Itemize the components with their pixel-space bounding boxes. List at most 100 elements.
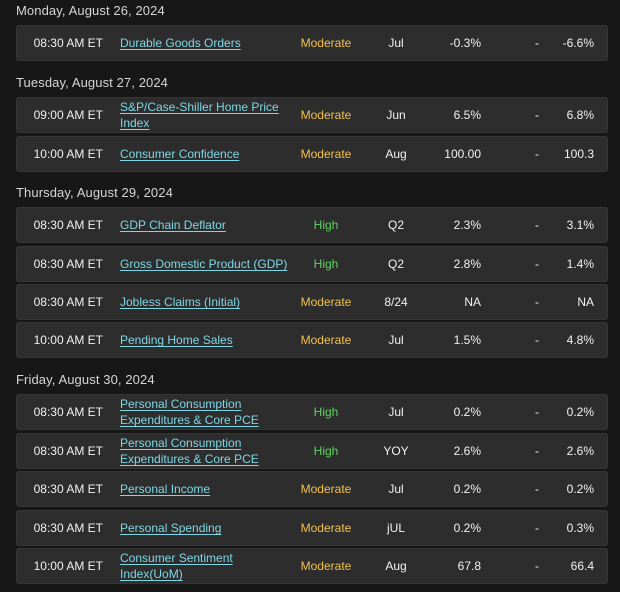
event-actual: 2.3% — [453, 218, 481, 232]
event-forecast: - — [535, 36, 539, 50]
importance-badge: High — [313, 257, 339, 271]
event-time: 10:00 AM ET — [33, 559, 103, 573]
importance-badge: High — [313, 218, 339, 232]
event-time: 08:30 AM ET — [33, 405, 103, 419]
event-actual: 2.8% — [453, 257, 481, 271]
event-period: 8/24 — [384, 295, 408, 309]
event-actual: -0.3% — [449, 36, 481, 50]
event-row: 08:30 AM ET Personal Consumption Expendi… — [16, 394, 608, 430]
event-row: 09:00 AM ET S&P/Case-Shiller Home Price … — [16, 97, 608, 133]
event-time: 10:00 AM ET — [33, 333, 103, 347]
importance-badge: Moderate — [300, 108, 352, 122]
event-period: YOY — [383, 444, 409, 458]
day-header-monday: Monday, August 26, 2024 — [16, 3, 165, 18]
event-forecast: - — [535, 218, 539, 232]
event-previous: 100.3 — [563, 147, 594, 161]
event-actual: NA — [464, 295, 481, 309]
importance-badge: Moderate — [300, 295, 352, 309]
event-previous: 0.2% — [566, 482, 594, 496]
event-actual: 6.5% — [453, 108, 481, 122]
event-time: 08:30 AM ET — [33, 444, 103, 458]
event-row: 08:30 AM ET Jobless Claims (Initial) Mod… — [16, 284, 608, 320]
event-previous: -6.6% — [562, 36, 594, 50]
day-header-friday: Friday, August 30, 2024 — [16, 372, 155, 387]
event-link[interactable]: Consumer Sentiment Index(UoM) — [120, 551, 233, 581]
event-forecast: - — [535, 405, 539, 419]
importance-badge: Moderate — [300, 36, 352, 50]
event-period: Jun — [386, 108, 406, 122]
event-time: 09:00 AM ET — [33, 108, 103, 122]
event-period: jUL — [386, 521, 405, 535]
event-row: 08:30 AM ET Personal Income Moderate Jul… — [16, 471, 608, 507]
importance-badge: Moderate — [300, 482, 352, 496]
importance-badge: Moderate — [300, 333, 352, 347]
event-link[interactable]: Durable Goods Orders — [120, 36, 241, 50]
event-previous: 4.8% — [566, 333, 594, 347]
event-row: 08:30 AM ET Gross Domestic Product (GDP)… — [16, 246, 608, 282]
event-time: 08:30 AM ET — [33, 521, 103, 535]
event-previous: 1.4% — [566, 257, 594, 271]
event-link[interactable]: Gross Domestic Product (GDP) — [120, 257, 288, 271]
event-time: 08:30 AM ET — [33, 218, 103, 232]
event-row: 10:00 AM ET Consumer Sentiment Index(UoM… — [16, 548, 608, 584]
event-link[interactable]: Pending Home Sales — [120, 333, 233, 347]
event-row: 10:00 AM ET Consumer Confidence Moderate… — [16, 136, 608, 172]
event-forecast: - — [535, 295, 539, 309]
event-row: 10:00 AM ET Pending Home Sales Moderate … — [16, 322, 608, 358]
event-link[interactable]: S&P/Case-Shiller Home Price Index — [120, 100, 279, 130]
event-period: Q2 — [387, 257, 404, 271]
event-period: Aug — [385, 147, 407, 161]
event-actual: 2.6% — [453, 444, 481, 458]
event-time: 08:30 AM ET — [33, 36, 103, 50]
event-link[interactable]: Consumer Confidence — [120, 147, 240, 161]
event-row: 08:30 AM ET Personal Spending Moderate j… — [16, 510, 608, 546]
event-forecast: - — [535, 333, 539, 347]
event-previous: NA — [577, 295, 594, 309]
importance-badge: Moderate — [300, 521, 352, 535]
event-forecast: - — [535, 559, 539, 573]
event-forecast: - — [535, 521, 539, 535]
event-link[interactable]: GDP Chain Deflator — [120, 218, 226, 232]
event-period: Jul — [388, 333, 404, 347]
event-time: 08:30 AM ET — [33, 295, 103, 309]
event-period: Jul — [388, 482, 404, 496]
event-forecast: - — [535, 482, 539, 496]
day-header-tuesday: Tuesday, August 27, 2024 — [16, 75, 169, 90]
event-previous: 66.4 — [570, 559, 594, 573]
event-period: Jul — [388, 36, 404, 50]
importance-badge: High — [313, 405, 339, 419]
event-time: 08:30 AM ET — [33, 482, 103, 496]
event-actual: 67.8 — [457, 559, 481, 573]
event-period: Aug — [385, 559, 407, 573]
event-previous: 6.8% — [566, 108, 594, 122]
event-link[interactable]: Personal Spending — [120, 521, 222, 535]
importance-badge: Moderate — [300, 559, 352, 573]
event-actual: 0.2% — [453, 482, 481, 496]
event-actual: 0.2% — [453, 405, 481, 419]
event-actual: 100.00 — [444, 147, 481, 161]
event-previous: 0.2% — [566, 405, 594, 419]
event-link[interactable]: Personal Consumption Expenditures & Core… — [120, 436, 259, 466]
event-forecast: - — [535, 108, 539, 122]
event-time: 08:30 AM ET — [33, 257, 103, 271]
event-period: Jul — [388, 405, 404, 419]
event-link[interactable]: Personal Consumption Expenditures & Core… — [120, 397, 259, 427]
event-period: Q2 — [387, 218, 404, 232]
event-time: 10:00 AM ET — [33, 147, 103, 161]
event-actual: 1.5% — [453, 333, 481, 347]
event-previous: 3.1% — [566, 218, 594, 232]
event-forecast: - — [535, 257, 539, 271]
event-link[interactable]: Jobless Claims (Initial) — [120, 295, 241, 309]
event-forecast: - — [535, 147, 539, 161]
event-row: 08:30 AM ET Personal Consumption Expendi… — [16, 433, 608, 469]
importance-badge: High — [313, 444, 339, 458]
event-row: 08:30 AM ET GDP Chain Deflator High Q2 2… — [16, 207, 608, 243]
event-row: 08:30 AM ET Durable Goods Orders Moderat… — [16, 25, 608, 61]
event-forecast: - — [535, 444, 539, 458]
day-header-thursday: Thursday, August 29, 2024 — [16, 185, 173, 200]
importance-badge: Moderate — [300, 147, 352, 161]
event-previous: 0.3% — [566, 521, 594, 535]
event-link[interactable]: Personal Income — [120, 482, 211, 496]
event-previous: 2.6% — [566, 444, 594, 458]
